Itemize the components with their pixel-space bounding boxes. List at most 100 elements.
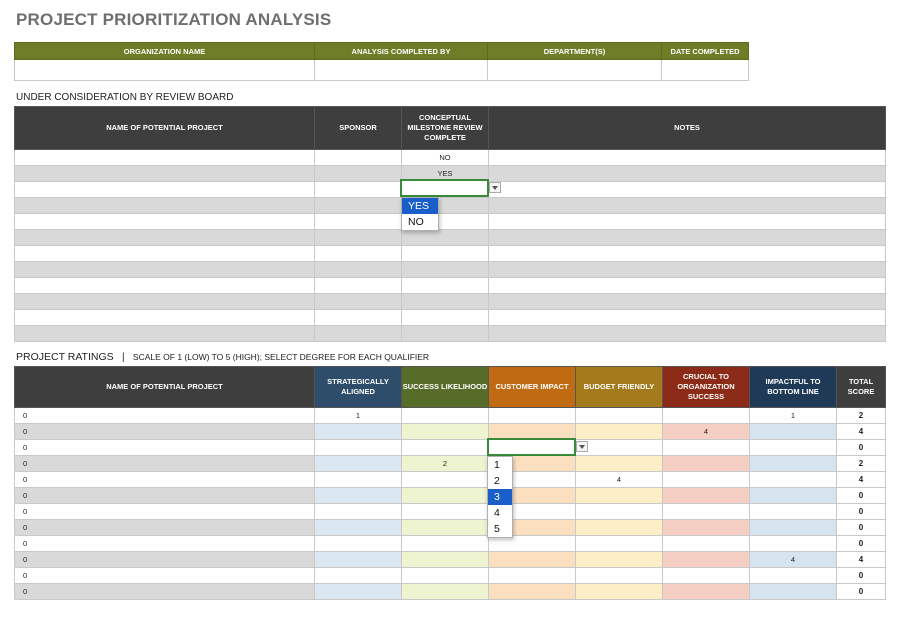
review-notes-cell[interactable]: [488, 325, 886, 342]
rating-crucial-cell[interactable]: [662, 519, 750, 536]
review-project-cell[interactable]: [14, 149, 315, 166]
rating-bottom-line-cell[interactable]: 4: [749, 551, 837, 568]
rating-project-name-cell[interactable]: 0: [14, 567, 315, 584]
rating-option-2[interactable]: 2: [494, 475, 500, 487]
rating-bottom-line-cell[interactable]: [749, 583, 837, 600]
rating-project-name-cell[interactable]: 0: [14, 551, 315, 568]
analysis-completed-by-cell[interactable]: [314, 59, 488, 81]
rating-bottom-line-cell[interactable]: [749, 423, 837, 440]
rating-strategic-cell[interactable]: [314, 519, 402, 536]
rating-customer-impact-cell[interactable]: [488, 407, 576, 424]
rating-strategic-cell[interactable]: [314, 471, 402, 488]
rating-crucial-cell[interactable]: [662, 551, 750, 568]
review-sponsor-cell[interactable]: [314, 229, 402, 246]
review-project-cell[interactable]: [14, 181, 315, 198]
review-project-cell[interactable]: [14, 261, 315, 278]
rating-strategic-cell[interactable]: [314, 567, 402, 584]
review-sponsor-cell[interactable]: [314, 309, 402, 326]
rating-budget-cell[interactable]: [575, 407, 663, 424]
rating-option-4[interactable]: 4: [494, 507, 500, 519]
review-milestone-cell[interactable]: [401, 309, 489, 326]
review-project-cell[interactable]: [14, 213, 315, 230]
review-notes-cell[interactable]: [488, 277, 886, 294]
review-sponsor-cell[interactable]: [314, 293, 402, 310]
rating-budget-cell[interactable]: 4: [575, 471, 663, 488]
rating-strategic-cell[interactable]: [314, 503, 402, 520]
rating-success-cell[interactable]: [401, 423, 489, 440]
milestone-dropdown-arrow-icon[interactable]: [489, 182, 501, 193]
rating-project-name-cell[interactable]: 0: [14, 487, 315, 504]
rating-budget-cell[interactable]: [575, 551, 663, 568]
review-sponsor-cell[interactable]: [314, 181, 402, 198]
rating-bottom-line-cell[interactable]: [749, 567, 837, 584]
rating-strategic-cell[interactable]: 1: [314, 407, 402, 424]
review-sponsor-cell[interactable]: [314, 245, 402, 262]
rating-success-cell[interactable]: [401, 519, 489, 536]
rating-crucial-cell[interactable]: [662, 567, 750, 584]
rating-budget-cell[interactable]: [575, 535, 663, 552]
review-sponsor-cell[interactable]: [314, 197, 402, 214]
review-project-cell[interactable]: [14, 229, 315, 246]
review-project-cell[interactable]: [14, 309, 315, 326]
rating-strategic-cell[interactable]: [314, 423, 402, 440]
milestone-option-no[interactable]: NO: [408, 216, 424, 228]
rating-strategic-cell[interactable]: [314, 535, 402, 552]
review-project-cell[interactable]: [14, 325, 315, 342]
rating-success-cell[interactable]: [401, 551, 489, 568]
review-milestone-cell[interactable]: NO: [401, 149, 489, 166]
rating-success-cell[interactable]: 2: [401, 455, 489, 472]
rating-option-3[interactable]: 3: [488, 489, 512, 505]
departments-cell[interactable]: [487, 59, 662, 81]
rating-budget-cell[interactable]: [575, 423, 663, 440]
rating-success-cell[interactable]: [401, 535, 489, 552]
review-project-cell[interactable]: [14, 245, 315, 262]
rating-project-name-cell[interactable]: 0: [14, 535, 315, 552]
review-notes-cell[interactable]: [488, 309, 886, 326]
rating-dropdown-arrow-icon[interactable]: [576, 441, 588, 452]
rating-budget-cell[interactable]: [575, 519, 663, 536]
rating-project-name-cell[interactable]: 0: [14, 455, 315, 472]
review-notes-cell[interactable]: [488, 165, 886, 182]
review-notes-cell[interactable]: [488, 181, 886, 198]
rating-success-cell[interactable]: [401, 567, 489, 584]
review-milestone-cell[interactable]: [401, 229, 489, 246]
rating-success-cell[interactable]: [401, 407, 489, 424]
rating-customer-impact-cell[interactable]: [488, 583, 576, 600]
rating-budget-cell[interactable]: [575, 487, 663, 504]
rating-crucial-cell[interactable]: [662, 471, 750, 488]
rating-budget-cell[interactable]: [575, 455, 663, 472]
review-notes-cell[interactable]: [488, 229, 886, 246]
rating-success-cell[interactable]: [401, 503, 489, 520]
rating-crucial-cell[interactable]: [662, 535, 750, 552]
rating-crucial-cell[interactable]: [662, 487, 750, 504]
rating-budget-cell[interactable]: [575, 439, 663, 456]
review-milestone-cell[interactable]: YES: [401, 165, 489, 182]
review-notes-cell[interactable]: [488, 245, 886, 262]
rating-project-name-cell[interactable]: 0: [14, 583, 315, 600]
rating-project-name-cell[interactable]: 0: [14, 423, 315, 440]
rating-bottom-line-cell[interactable]: 1: [749, 407, 837, 424]
rating-strategic-cell[interactable]: [314, 487, 402, 504]
review-notes-cell[interactable]: [488, 213, 886, 230]
review-sponsor-cell[interactable]: [314, 213, 402, 230]
rating-customer-impact-cell[interactable]: [488, 551, 576, 568]
rating-project-name-cell[interactable]: 0: [14, 503, 315, 520]
rating-strategic-cell[interactable]: [314, 439, 402, 456]
rating-success-cell[interactable]: [401, 471, 489, 488]
rating-budget-cell[interactable]: [575, 583, 663, 600]
rating-crucial-cell[interactable]: [662, 455, 750, 472]
review-sponsor-cell[interactable]: [314, 149, 402, 166]
rating-success-cell[interactable]: [401, 439, 489, 456]
rating-crucial-cell[interactable]: [662, 407, 750, 424]
rating-strategic-cell[interactable]: [314, 583, 402, 600]
review-milestone-cell[interactable]: [401, 245, 489, 262]
review-sponsor-cell[interactable]: [314, 165, 402, 182]
rating-bottom-line-cell[interactable]: [749, 519, 837, 536]
review-sponsor-cell[interactable]: [314, 325, 402, 342]
rating-project-name-cell[interactable]: 0: [14, 471, 315, 488]
review-notes-cell[interactable]: [488, 197, 886, 214]
rating-budget-cell[interactable]: [575, 503, 663, 520]
rating-customer-impact-cell[interactable]: [488, 535, 576, 552]
milestone-option-yes[interactable]: YES: [402, 198, 438, 214]
date-completed-cell[interactable]: [661, 59, 749, 81]
